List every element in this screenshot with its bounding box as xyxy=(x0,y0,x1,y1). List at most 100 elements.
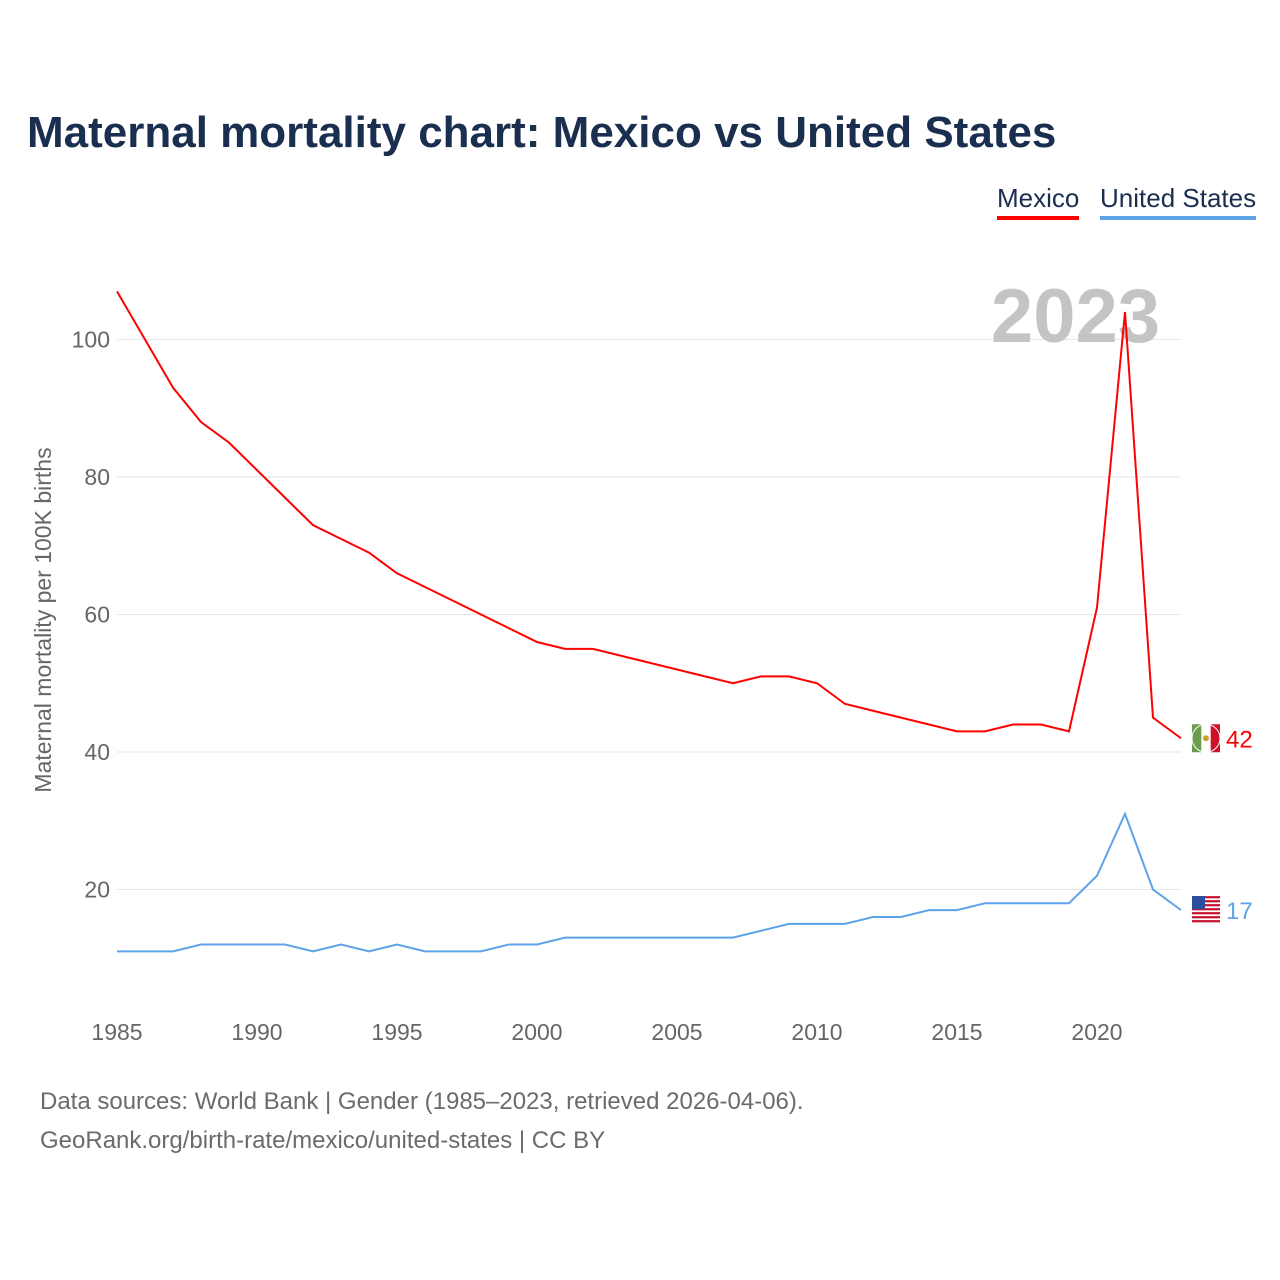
data-point xyxy=(619,936,623,940)
data-point xyxy=(1151,716,1155,720)
data-point xyxy=(395,943,399,947)
data-point xyxy=(1067,901,1071,905)
x-tick-label: 1990 xyxy=(231,1019,282,1045)
data-point xyxy=(927,908,931,912)
data-point xyxy=(395,571,399,575)
data-point xyxy=(647,661,651,665)
year-watermark: 2023 xyxy=(991,274,1160,359)
data-point xyxy=(535,640,539,644)
series-line-united-states xyxy=(117,811,1182,953)
data-point xyxy=(787,922,791,926)
data-point xyxy=(227,943,231,947)
data-point xyxy=(367,949,371,953)
x-tick-label: 1985 xyxy=(91,1019,142,1045)
data-point xyxy=(955,729,959,733)
data-point xyxy=(115,949,119,953)
data-point xyxy=(591,647,595,651)
data-point xyxy=(563,936,567,940)
data-point xyxy=(367,551,371,555)
data-point xyxy=(787,674,791,678)
data-point xyxy=(1179,736,1183,740)
chart-title: Maternal mortality chart: Mexico vs Unit… xyxy=(27,108,1057,157)
end-value-label: 17 xyxy=(1226,898,1253,925)
data-point xyxy=(591,936,595,940)
data-point xyxy=(899,716,903,720)
footer-link[interactable]: GeoRank.org/birth-rate/mexico/united-sta… xyxy=(40,1127,606,1154)
y-tick-label: 100 xyxy=(72,327,110,353)
data-point xyxy=(899,915,903,919)
legend-mexico[interactable]: Mexico xyxy=(997,183,1080,220)
data-point xyxy=(171,949,175,953)
data-point xyxy=(339,943,343,947)
y-tick-label: 80 xyxy=(84,464,110,490)
data-point xyxy=(927,723,931,727)
data-point xyxy=(815,922,819,926)
data-point xyxy=(871,709,875,713)
data-point xyxy=(283,943,287,947)
footer-sources: Data sources: World Bank | Gender (1985–… xyxy=(40,1088,804,1115)
end-value-label: 42 xyxy=(1226,726,1253,753)
data-point xyxy=(675,668,679,672)
data-point xyxy=(451,949,455,953)
x-tick-label: 2015 xyxy=(931,1019,982,1045)
x-tick-label: 2020 xyxy=(1071,1019,1122,1045)
mexico-flag-icon xyxy=(1191,723,1221,753)
data-point xyxy=(171,386,175,390)
data-point xyxy=(843,922,847,926)
data-point xyxy=(731,936,735,940)
data-point xyxy=(283,496,287,500)
data-point xyxy=(1011,901,1015,905)
data-point xyxy=(339,537,343,541)
data-point xyxy=(311,523,315,527)
data-point xyxy=(507,626,511,630)
data-point xyxy=(479,613,483,617)
series-line-mexico xyxy=(116,290,1182,740)
data-point xyxy=(1123,812,1127,816)
data-point xyxy=(1151,888,1155,892)
data-point xyxy=(675,936,679,940)
data-point xyxy=(255,468,259,472)
data-point xyxy=(619,654,623,658)
data-point xyxy=(1095,606,1099,610)
x-tick-label: 2005 xyxy=(651,1019,702,1045)
y-tick-label: 60 xyxy=(84,602,110,628)
data-point xyxy=(983,901,987,905)
legend-united-states[interactable]: United States xyxy=(1100,183,1257,220)
y-tick-label: 20 xyxy=(84,877,110,903)
data-point xyxy=(731,681,735,685)
data-point xyxy=(1123,310,1127,314)
data-point xyxy=(871,915,875,919)
data-point xyxy=(703,674,707,678)
data-point xyxy=(759,674,763,678)
data-point xyxy=(759,929,763,933)
data-point xyxy=(1011,723,1015,727)
data-point xyxy=(647,936,651,940)
y-tick-label: 40 xyxy=(84,739,110,765)
data-point xyxy=(507,943,511,947)
data-point xyxy=(983,729,987,733)
data-point xyxy=(1039,723,1043,727)
data-point xyxy=(451,599,455,603)
data-point xyxy=(535,943,539,947)
data-point xyxy=(703,936,707,940)
data-point xyxy=(563,647,567,651)
data-point xyxy=(143,338,147,342)
data-point xyxy=(199,943,203,947)
data-point xyxy=(227,441,231,445)
data-point xyxy=(423,949,427,953)
data-point xyxy=(479,949,483,953)
data-point xyxy=(423,585,427,589)
data-point xyxy=(843,702,847,706)
x-tick-label: 2010 xyxy=(791,1019,842,1045)
data-point xyxy=(815,681,819,685)
data-point xyxy=(115,289,119,293)
us-flag-icon xyxy=(1192,896,1220,923)
data-point xyxy=(1095,874,1099,878)
data-point xyxy=(311,949,315,953)
x-tick-label: 1995 xyxy=(371,1019,422,1045)
data-point xyxy=(255,943,259,947)
x-tick-label: 2000 xyxy=(511,1019,562,1045)
data-point xyxy=(143,949,147,953)
data-point xyxy=(1067,729,1071,733)
